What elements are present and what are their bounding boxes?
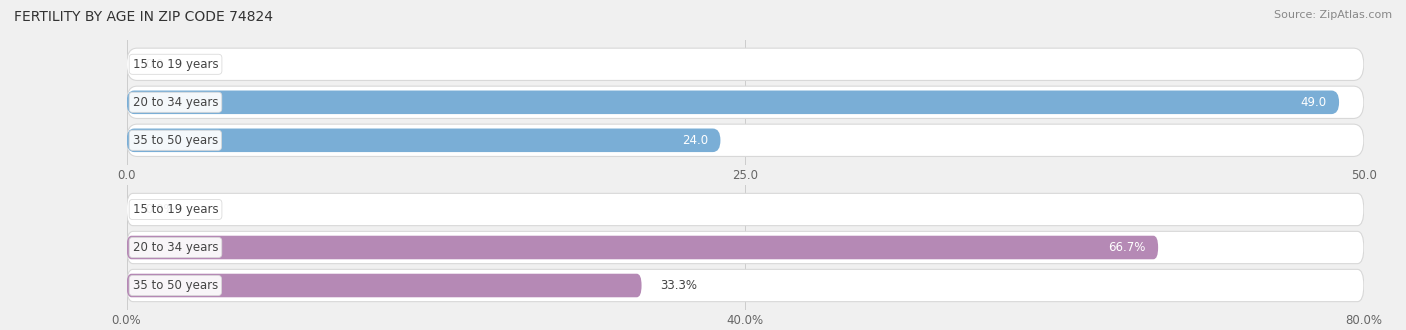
FancyBboxPatch shape <box>127 269 1364 302</box>
Text: FERTILITY BY AGE IN ZIP CODE 74824: FERTILITY BY AGE IN ZIP CODE 74824 <box>14 10 273 24</box>
Text: 0.0: 0.0 <box>145 58 163 71</box>
Text: 20 to 34 years: 20 to 34 years <box>132 96 218 109</box>
Text: 24.0: 24.0 <box>682 134 709 147</box>
Text: 15 to 19 years: 15 to 19 years <box>132 203 218 216</box>
Text: 0.0%: 0.0% <box>145 203 174 216</box>
Text: 15 to 19 years: 15 to 19 years <box>132 58 218 71</box>
Text: 49.0: 49.0 <box>1301 96 1327 109</box>
Text: 35 to 50 years: 35 to 50 years <box>132 134 218 147</box>
Text: 20 to 34 years: 20 to 34 years <box>132 241 218 254</box>
FancyBboxPatch shape <box>127 90 1339 114</box>
Text: 35 to 50 years: 35 to 50 years <box>132 279 218 292</box>
Text: 66.7%: 66.7% <box>1108 241 1146 254</box>
FancyBboxPatch shape <box>127 231 1364 264</box>
FancyBboxPatch shape <box>127 193 1364 226</box>
Text: Source: ZipAtlas.com: Source: ZipAtlas.com <box>1274 10 1392 20</box>
FancyBboxPatch shape <box>127 48 1364 81</box>
FancyBboxPatch shape <box>127 124 1364 156</box>
FancyBboxPatch shape <box>127 86 1364 118</box>
FancyBboxPatch shape <box>127 236 1159 259</box>
FancyBboxPatch shape <box>127 274 641 297</box>
Text: 33.3%: 33.3% <box>661 279 697 292</box>
FancyBboxPatch shape <box>127 128 720 152</box>
